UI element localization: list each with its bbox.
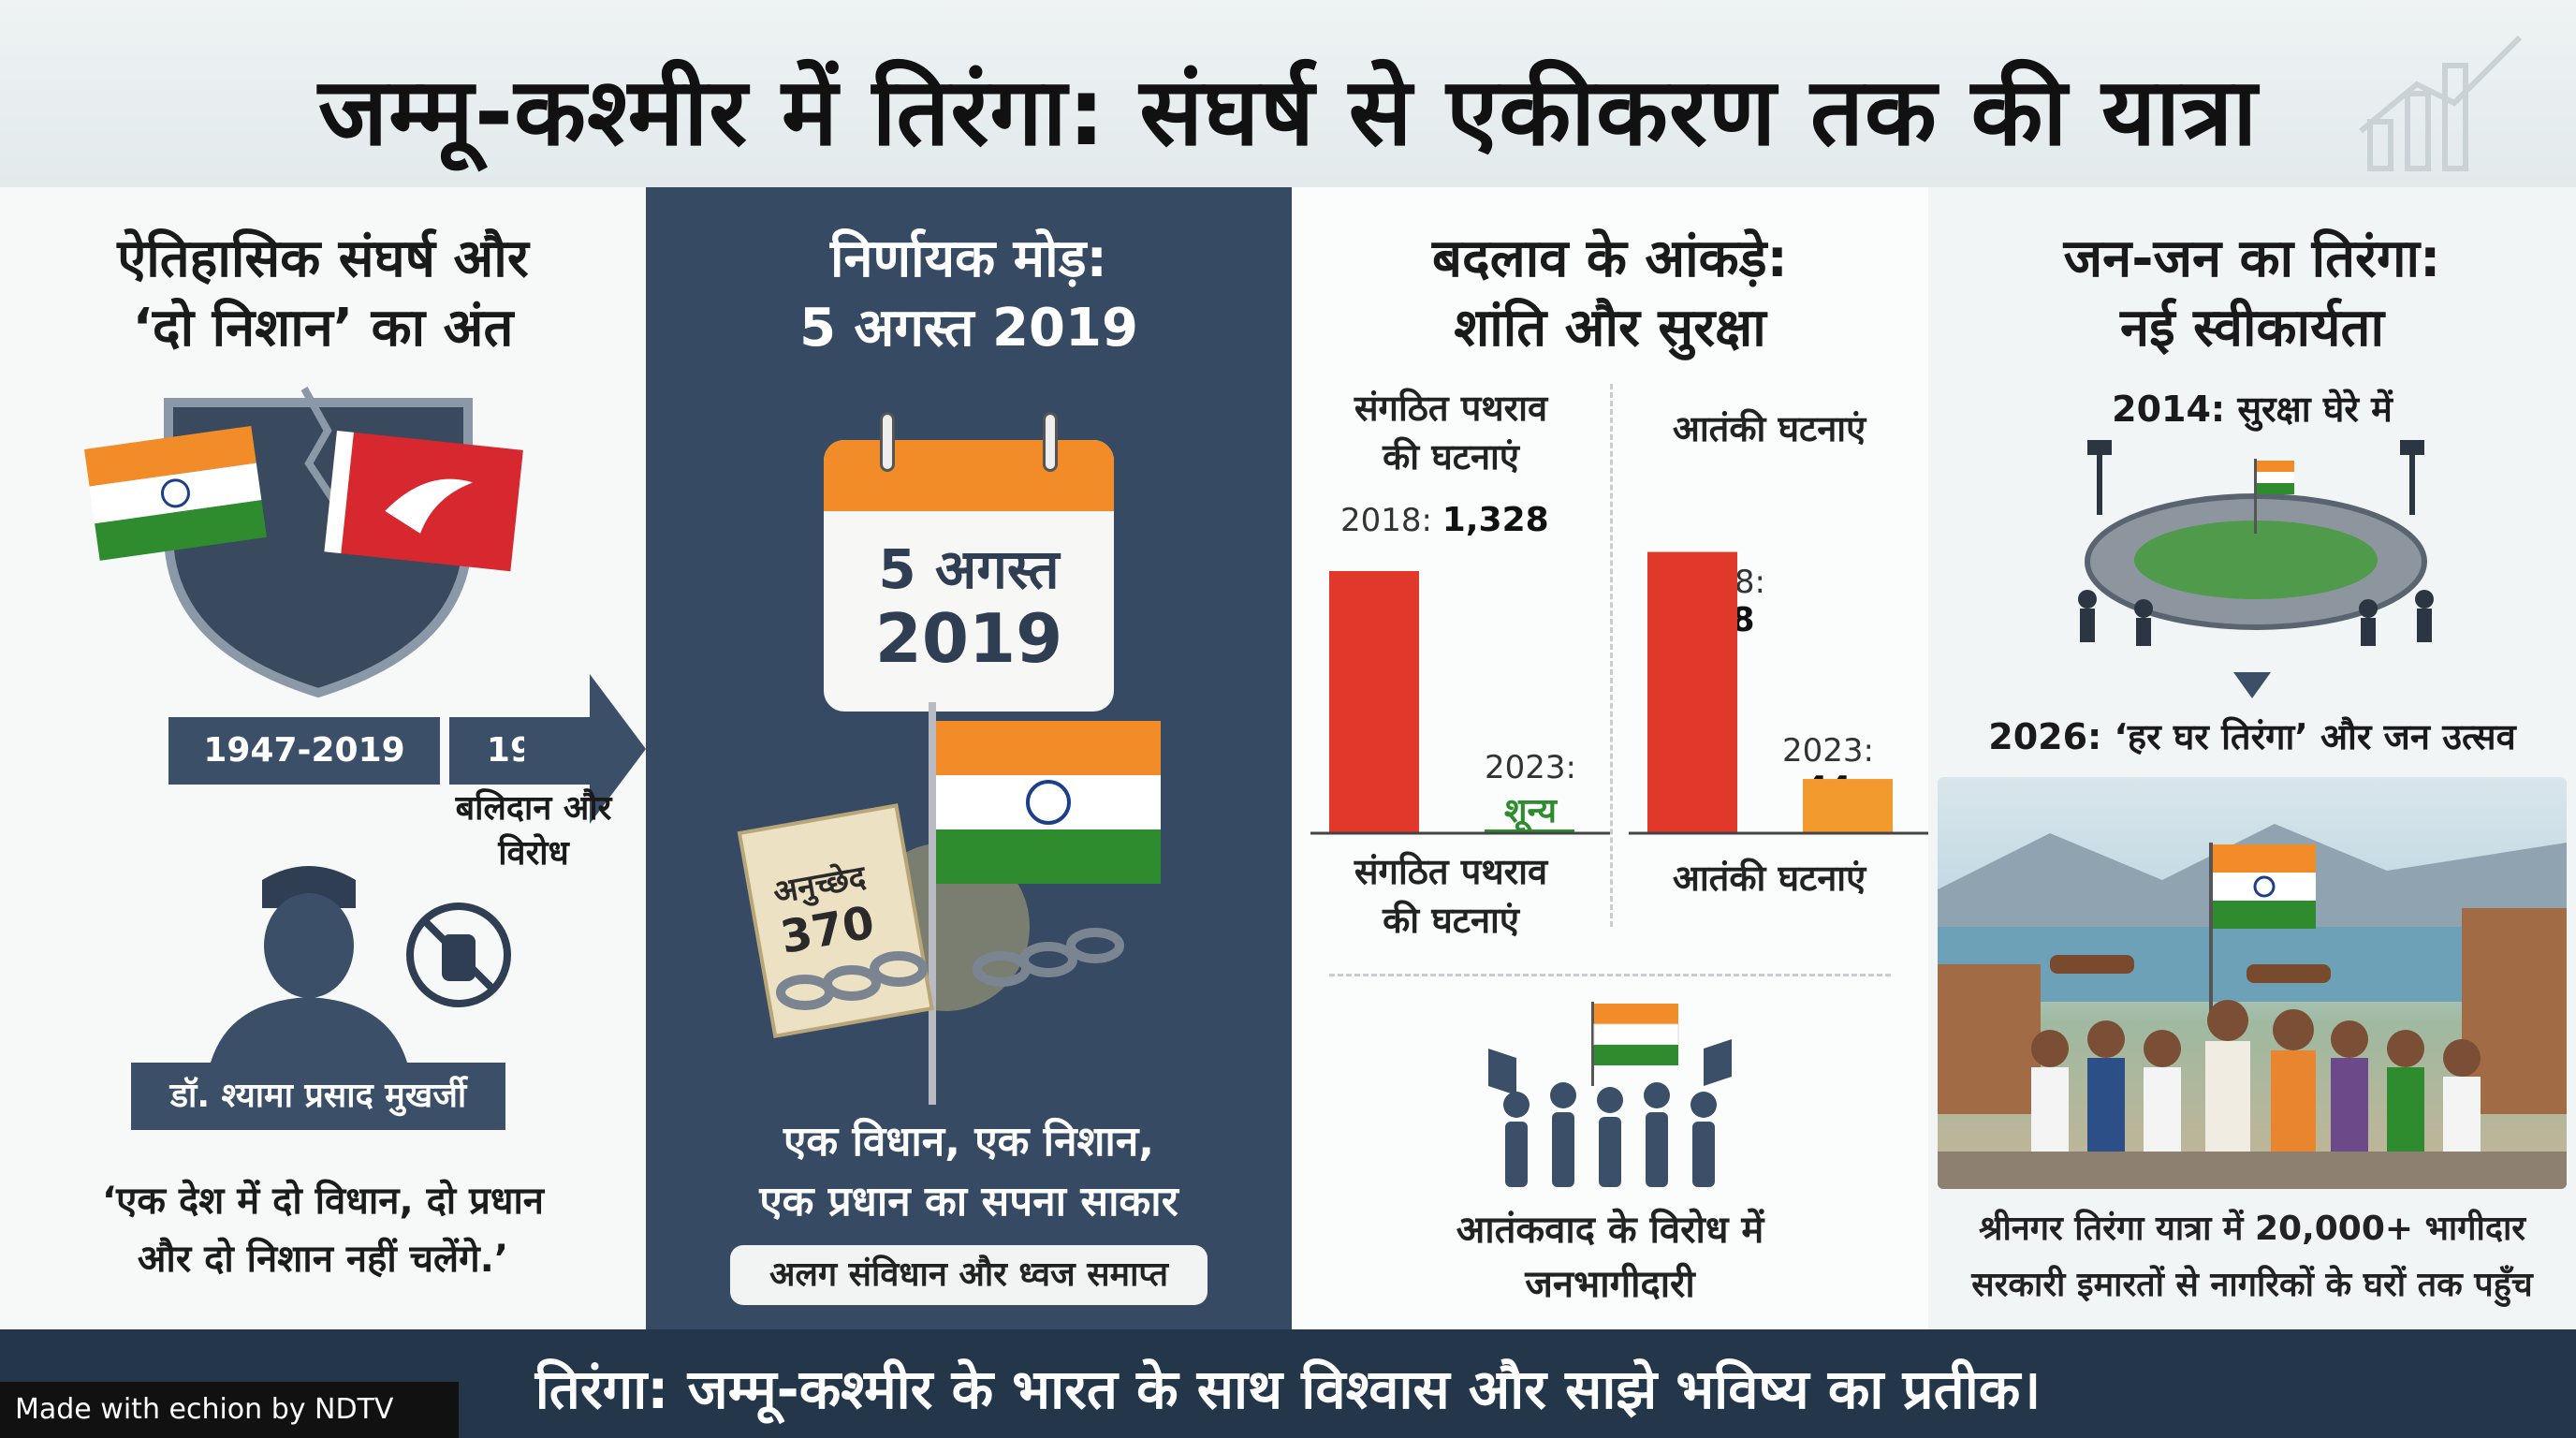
sacrifice-line2: विरोध [498, 834, 569, 873]
stone-bar-2018 [1329, 571, 1419, 833]
panel2-title-line2: 5 अगस्त 2019 [799, 298, 1138, 359]
page-title: जम्मू-कश्मीर में तिरंगा: संघर्ष से एकीकर… [317, 57, 2259, 167]
stone-bar-2023 [1485, 829, 1574, 833]
calendar-line1: 5 अगस्त [878, 537, 1060, 601]
timeline-1947-2019: 1947-2019 [168, 717, 440, 785]
person-silhouette-icon [206, 866, 412, 1086]
terror-bar-2023 [1803, 779, 1893, 833]
stadium-security-icon [2078, 440, 2434, 646]
panel3-title-line2: शांति और सुरक्षा [1454, 298, 1766, 359]
down-arrow-icon [2233, 672, 2271, 698]
stone-header-line1: संगठित पथराव [1354, 388, 1548, 429]
stone-2018-value: 1,328 [1442, 501, 1549, 539]
calendar-icon: 5 अगस्त 2019 [824, 412, 1114, 712]
panel2-title-line1: निर्णायक मोड़: [830, 228, 1107, 289]
crowd-with-flag-icon [1488, 1002, 1732, 1187]
stone-2023-value: शून्य [1504, 792, 1557, 830]
panel2-caption-line1: एक विधान, एक निशान, [783, 1118, 1154, 1166]
stone-chart-footer: संगठित पथराव की घटनाएं [1310, 847, 1591, 945]
panel-turning-point: निर्णायक मोड़: 5 अगस्त 2019 5 अगस्त 2019 [646, 187, 1292, 1329]
participation-line1: आतंकवाद के विरोध में [1456, 1209, 1764, 1252]
flag-broken-chain-icon [737, 702, 1161, 1105]
label-2014: 2014: सुरक्षा घेरे में [2112, 389, 2393, 430]
terror-2023-year: 2023: [1782, 732, 1874, 770]
stone-2018-label: 2018: 1,328 [1340, 501, 1549, 539]
chart-decoration-icon [2359, 35, 2523, 171]
stone-2018-year: 2018: [1340, 502, 1432, 539]
stone-header-line2: की घटनाएं [1383, 436, 1519, 477]
no-fist-icon [406, 902, 511, 1007]
sacrifice-label: बलिदान और विरोध [421, 786, 646, 876]
chart-divider [1610, 384, 1613, 927]
panel1-title-line1: ऐतिहासिक संघर्ष और [117, 228, 529, 289]
stone-footer-line2: की घटनाएं [1383, 900, 1519, 941]
stone-2023-year: 2023: [1485, 749, 1576, 786]
timeline-arrow-icon [524, 674, 646, 824]
panel4-caption-line1: श्रीनगर तिरंगा यात्रा में 20,000+ भागीदा… [1978, 1210, 2525, 1248]
participation-caption: आतंकवाद के विरोध में जनभागीदारी [1292, 1203, 1928, 1312]
terror-bar-2018 [1647, 551, 1737, 833]
panel4-caption-line2: सरकारी इमारतों से नागरिकों के घरों तक पह… [1971, 1266, 2533, 1304]
stone-chart-header: संगठित पथराव की घटनाएं [1310, 384, 1591, 481]
constitution-ended-pill: अलग संविधान और ध्वज समाप्त [730, 1245, 1208, 1305]
terror-chart-footer: आतंकी घटनाएं [1672, 858, 1866, 899]
terror-chart-header: आतंकी घटनाएं [1672, 408, 1866, 449]
quote-line2: और दो निशान नहीं चलेंगे.’ [137, 1238, 509, 1281]
sacrifice-line1: बलिदान और [455, 789, 612, 828]
panel4-title-line2: नई स्वीकार्यता [2120, 298, 2384, 359]
celebration-crowd-icon [1938, 824, 2567, 1189]
header: जम्मू-कश्मीर में तिरंगा: संघर्ष से एकीकर… [0, 0, 2576, 187]
panel1-title-line2: ‘दो निशान’ का अंत [132, 298, 514, 359]
participation-line2: जनभागीदारी [1525, 1263, 1695, 1306]
panel2-caption-line2: एक प्रधान का सपना साकार [759, 1178, 1178, 1225]
panel-public-acceptance: जन-जन का तिरंगा: नई स्वीकार्यता 2014: सु… [1928, 187, 2576, 1329]
footer-text: तिरंगा: जम्मू-कश्मीर के भारत के साथ विश्… [534, 1357, 2042, 1421]
section-divider [1329, 974, 1891, 976]
panel3-title-line1: बदलाव के आंकड़े: [1432, 228, 1788, 289]
broken-shield-flags-icon [84, 387, 523, 698]
panel-historic-struggle: ऐतिहासिक संघर्ष और ‘दो निशान’ का अंत 194… [0, 187, 646, 1329]
stone-footer-line1: संगठित पथराव [1354, 851, 1548, 892]
panel-statistics: बदलाव के आंकड़े: शांति और सुरक्षा संगठित… [1292, 187, 1928, 1329]
panel4-title-line1: जन-जन का तिरंगा: [2063, 228, 2441, 289]
stone-2023-label: 2023: शून्य [1479, 749, 1582, 832]
label-2026: 2026: ‘हर घर तिरंगा’ और जन उत्सव [1988, 716, 2516, 757]
person-name-banner: डॉ. श्यामा प्रसाद मुखर्जी [131, 1063, 505, 1130]
stone-pelting-chart [1310, 571, 1610, 835]
tiranga-celebration-scene [1938, 777, 2567, 1189]
watermark: Made with echion by NDTV [0, 1382, 459, 1438]
quote-line1: ‘एक देश में दो विधान, दो प्रधान [101, 1180, 545, 1223]
terror-incidents-chart [1629, 551, 1928, 835]
calendar-line2: 2019 [874, 599, 1063, 678]
